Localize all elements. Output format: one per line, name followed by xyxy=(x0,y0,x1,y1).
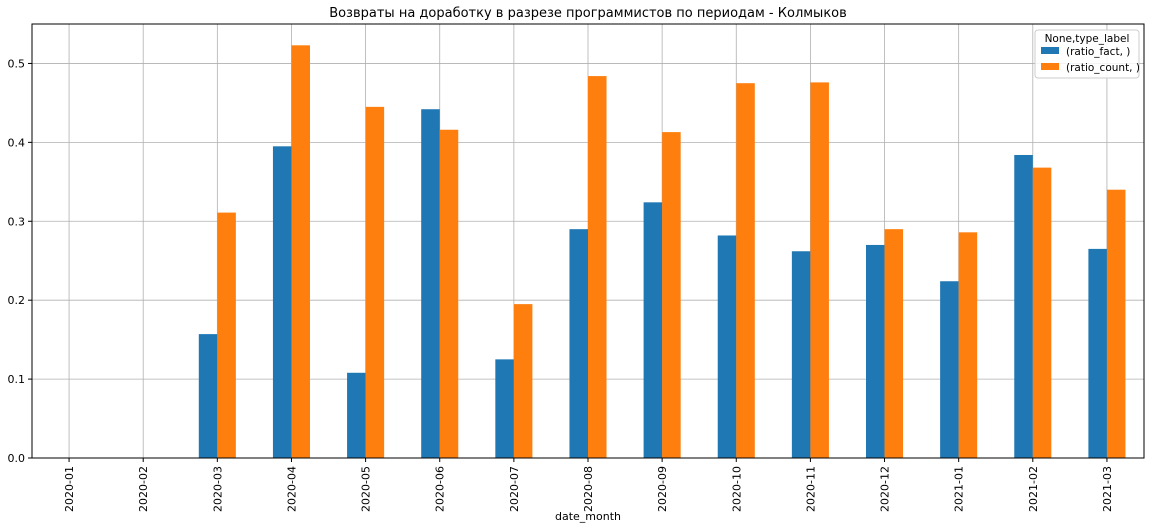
chart-title: Возвраты на доработку в разрезе программ… xyxy=(329,6,847,21)
bar-ratio-count-2020-11 xyxy=(810,82,829,458)
bar-ratio-fact-2020-06 xyxy=(421,109,440,459)
bar-ratio-fact-2020-12 xyxy=(866,244,885,458)
x-axis-ticks: 2020-01 2020-02 2020-03 2020-04 2020-05 2020-… xyxy=(63,458,1114,512)
bar-ratio-count-2020-10 xyxy=(736,83,755,458)
bar-ratio-count-2021-03 xyxy=(1106,189,1126,458)
legend-box xyxy=(1034,29,1140,79)
x-tick-label: 2021-03 xyxy=(1101,466,1114,512)
bar-ratio-count-2020-05 xyxy=(365,106,385,458)
x-tick-label: 2020-05 xyxy=(360,466,373,512)
bar-ratio-count-2020-09 xyxy=(662,132,681,458)
bar-ratio-fact-2020-03 xyxy=(198,334,218,458)
legend-label-ratio-fact: (ratio_fact, ) xyxy=(1066,46,1130,58)
legend-label-ratio-count: (ratio_count, ) xyxy=(1066,62,1140,74)
x-tick-label: 2020-11 xyxy=(804,466,817,512)
bar-ratio-fact-2021-03 xyxy=(1088,248,1107,458)
bar-ratio-count-2020-07 xyxy=(513,304,533,458)
bar-ratio-count-2021-02 xyxy=(1032,167,1052,458)
bar-ratio-count-2020-06 xyxy=(439,129,459,459)
y-tick-label: 0.3 xyxy=(8,215,26,228)
bar-ratio-fact-2020-10 xyxy=(717,235,737,458)
legend: None,type_label (ratio_fact, ) (ratio_co… xyxy=(1034,29,1140,79)
x-tick-label: 2020-03 xyxy=(211,466,224,512)
bar-ratio-count-2020-08 xyxy=(588,76,607,458)
bar-ratio-fact-2020-11 xyxy=(791,251,811,458)
bar-ratio-count-2020-04 xyxy=(291,45,310,459)
y-tick-label: 0.0 xyxy=(8,452,26,465)
bar-ratio-fact-2021-02 xyxy=(1014,154,1033,459)
x-tick-label: 2020-04 xyxy=(285,466,298,512)
x-tick-label: 2020-10 xyxy=(730,466,743,512)
bar-ratio-count-2021-01 xyxy=(958,232,978,458)
x-tick-label: 2020-07 xyxy=(508,466,521,512)
y-tick-label: 0.1 xyxy=(8,373,26,386)
bar-ratio-count-2020-03 xyxy=(217,212,236,458)
bars xyxy=(198,45,1126,459)
x-tick-label: 2020-09 xyxy=(656,466,669,512)
legend-title: None,type_label xyxy=(1045,33,1130,45)
bar-ratio-fact-2020-05 xyxy=(347,372,366,458)
x-axis-label: date_month xyxy=(555,510,621,523)
legend-swatch-ratio-fact xyxy=(1041,47,1059,54)
bar-ratio-fact-2020-09 xyxy=(643,202,663,458)
bar-ratio-fact-2020-08 xyxy=(569,229,588,458)
x-tick-label: 2020-01 xyxy=(63,466,76,512)
bar-ratio-fact-2021-01 xyxy=(940,281,959,458)
y-tick-label: 0.2 xyxy=(8,294,26,307)
x-tick-label: 2021-02 xyxy=(1027,466,1040,512)
x-tick-label: 2020-02 xyxy=(137,466,150,512)
bar-ratio-fact-2020-07 xyxy=(495,359,514,458)
bar-ratio-count-2020-12 xyxy=(884,229,904,458)
bar-ratio-fact-2020-04 xyxy=(272,146,292,459)
x-tick-label: 2020-08 xyxy=(582,466,595,512)
y-tick-label: 0.5 xyxy=(8,57,26,70)
x-tick-label: 2021-01 xyxy=(953,466,966,512)
x-tick-label: 2020-06 xyxy=(434,466,447,512)
y-axis-ticks: 0.0 0.1 0.2 0.3 0.4 0.5 xyxy=(8,57,32,465)
y-tick-label: 0.4 xyxy=(8,136,26,149)
legend-swatch-ratio-count xyxy=(1041,63,1059,70)
x-tick-label: 2020-12 xyxy=(879,466,892,512)
